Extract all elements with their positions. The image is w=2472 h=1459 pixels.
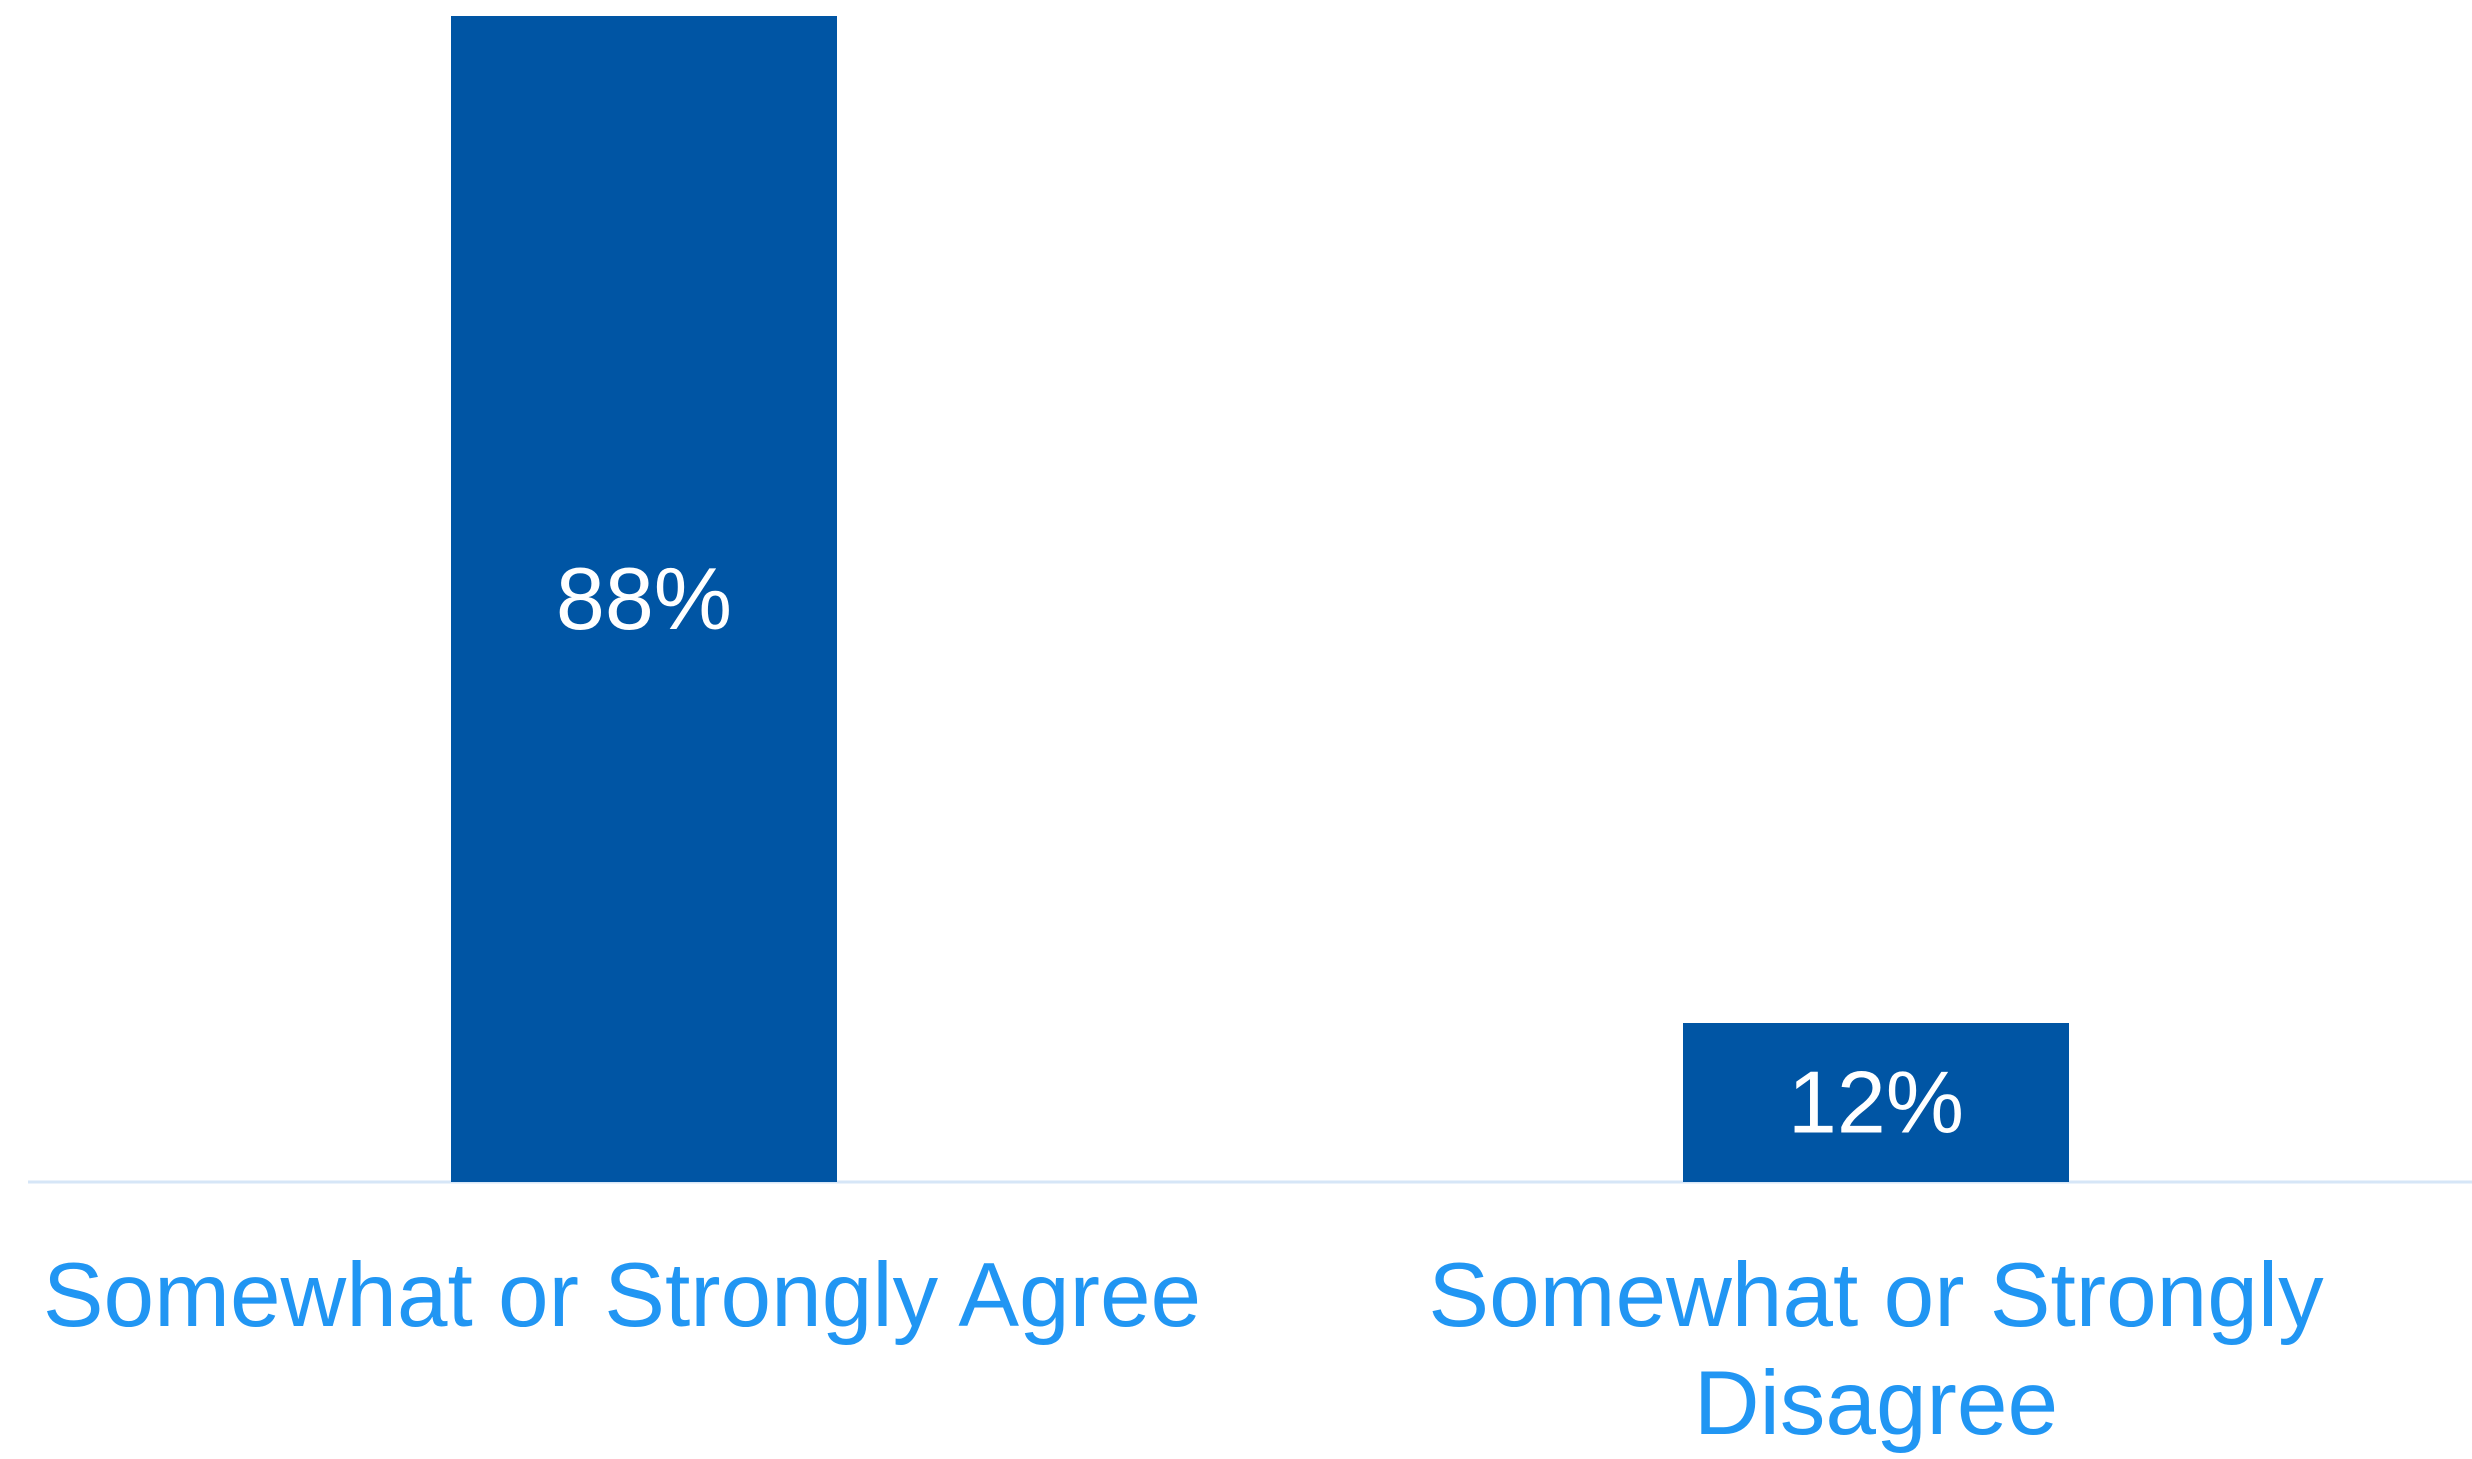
bar-disagree bbox=[1683, 1023, 2069, 1182]
bar-agree bbox=[451, 16, 837, 1182]
category-label-agree: Somewhat or Strongly Agree bbox=[42, 1245, 1202, 1346]
data-label-disagree: 12% bbox=[1788, 1053, 1964, 1152]
category-label-disagree: Somewhat or Strongly Disagree bbox=[1428, 1245, 2324, 1454]
data-label-agree: 88% bbox=[556, 549, 732, 648]
